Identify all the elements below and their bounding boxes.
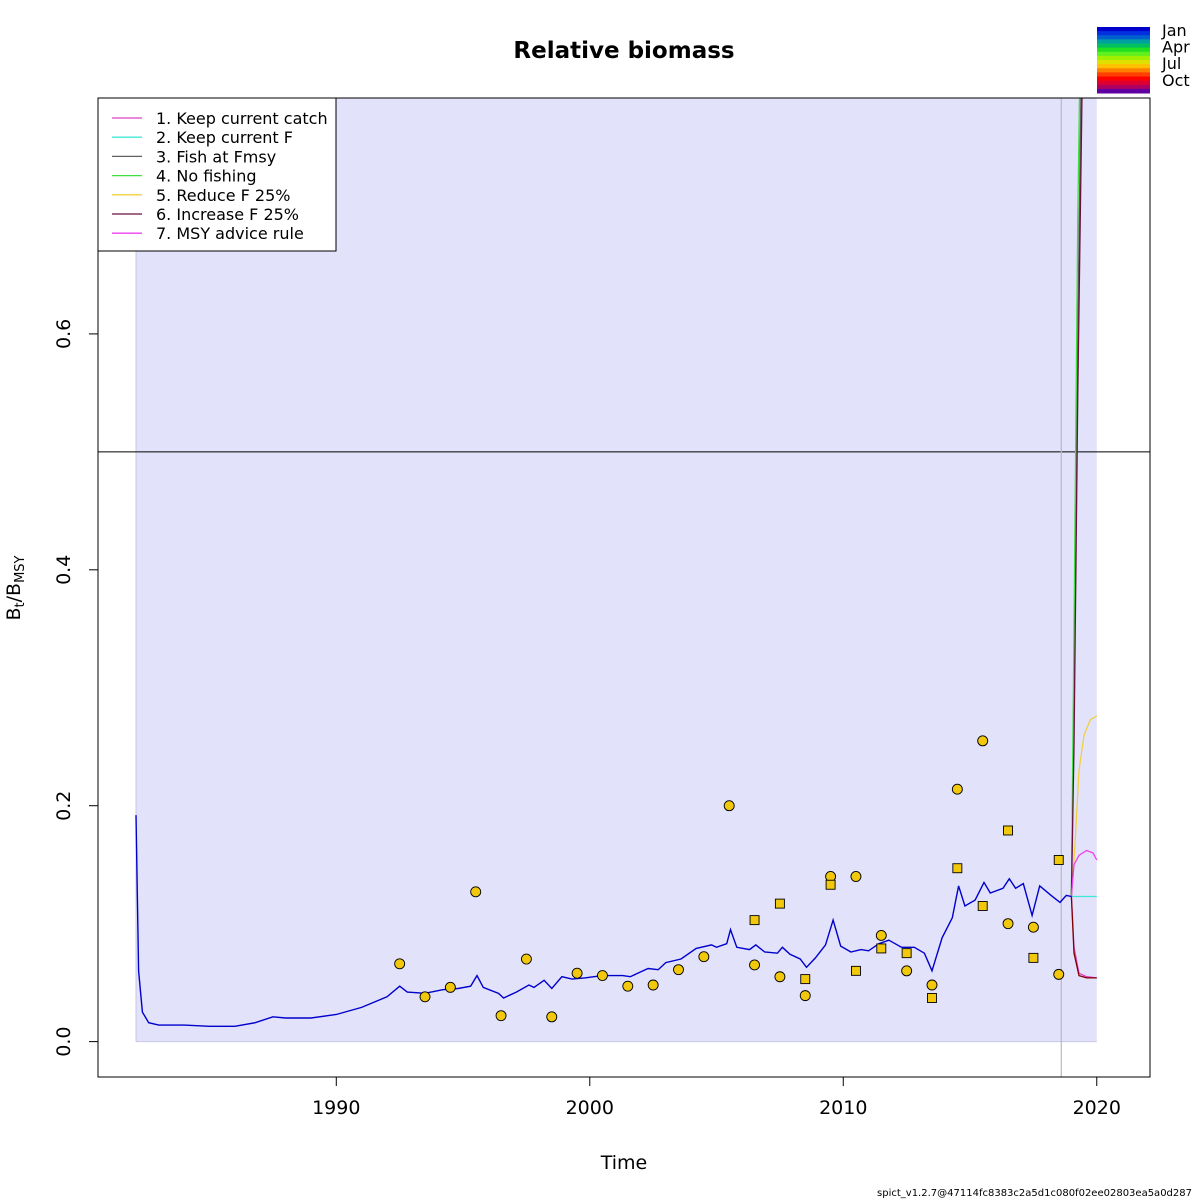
index-circle-point — [647, 979, 659, 991]
forecast-line-5 — [1070, 715, 1098, 897]
legend-label: 3. Fish at Fmsy — [156, 147, 276, 166]
index-circle-point — [951, 783, 963, 795]
y-label-sub2: MSY — [13, 555, 28, 582]
index-points — [394, 735, 1065, 1023]
index-square-point — [800, 974, 811, 985]
season-color-swatch — [1097, 27, 1150, 32]
x-tick-label: 2020 — [1073, 1097, 1121, 1119]
season-label: Apr — [1162, 38, 1190, 57]
index-square-point — [1028, 952, 1039, 963]
index-circle-point — [698, 951, 710, 963]
season-label: Jan — [1161, 21, 1187, 40]
index-circle-point — [977, 735, 989, 747]
season-color-swatch — [1097, 76, 1150, 82]
index-circle-point — [850, 871, 862, 882]
season-color-swatch — [1097, 39, 1150, 44]
season-label: Jul — [1161, 54, 1181, 73]
legend-label: 2. Keep current F — [156, 128, 293, 147]
y-tick-label: 0.0 — [53, 1027, 75, 1057]
forecast-lines — [1070, 98, 1098, 979]
index-square-point — [850, 965, 861, 976]
index-square-point — [825, 879, 836, 890]
index-circle-point — [546, 1011, 558, 1023]
index-circle-point — [394, 958, 406, 970]
x-axis: 1990 2000 2010 2020 — [312, 1076, 1121, 1119]
season-color-swatch — [1097, 88, 1150, 94]
forecast-line-6 — [1070, 98, 1083, 897]
index-square-point — [1003, 825, 1013, 836]
index-square-point — [749, 915, 760, 926]
season-color-swatch — [1097, 51, 1150, 57]
index-circle-point — [520, 953, 532, 965]
season-label: Oct — [1162, 71, 1190, 90]
index-circle-point — [597, 970, 608, 982]
y-label-sep: /B — [3, 583, 25, 602]
index-square-point — [977, 901, 988, 911]
index-circle-point — [901, 965, 913, 977]
chart-title: Relative biomass — [513, 38, 734, 64]
y-axis: 0.0 0.2 0.4 0.6 — [53, 319, 99, 1057]
y-label-sub1: t — [13, 602, 28, 607]
index-circle-point — [749, 959, 760, 971]
y-tick-label: 0.4 — [53, 555, 75, 585]
legend-label: 5. Reduce F 25% — [156, 186, 290, 205]
x-tick-label: 1990 — [312, 1097, 360, 1119]
index-circle-point — [571, 967, 583, 979]
index-square-point — [927, 993, 937, 1003]
x-tick-label: 2010 — [819, 1097, 867, 1119]
index-square-point — [876, 943, 887, 954]
x-tick-label: 2000 — [566, 1097, 614, 1119]
index-circle-point — [799, 990, 811, 1002]
legend-label: 6. Increase F 25% — [156, 205, 299, 224]
legend-label: 4. No fishing — [156, 167, 257, 186]
index-square-point — [774, 898, 785, 909]
index-circle-point — [673, 964, 684, 976]
y-tick-label: 0.2 — [53, 791, 75, 821]
season-color-swatch — [1097, 43, 1150, 49]
x-axis-label: Time — [600, 1152, 648, 1174]
index-circle-point — [774, 971, 786, 983]
index-circle-point — [419, 991, 431, 1003]
index-square-point — [1053, 855, 1064, 865]
season-color-swatch — [1097, 31, 1150, 36]
index-circle-point — [495, 1010, 507, 1022]
season-color-swatch — [1097, 47, 1150, 53]
confidence-band — [136, 98, 1097, 1042]
legend-label: 7. MSY advice rule — [156, 224, 304, 243]
season-color-swatch — [1097, 84, 1150, 90]
index-circle-point — [1002, 918, 1014, 930]
index-circle-point — [444, 981, 456, 993]
forecast-line-4 — [1070, 98, 1081, 897]
index-circle-point — [622, 980, 634, 992]
forecast-line-7 — [1070, 849, 1098, 897]
y-axis-label: Bt/BMSY — [3, 555, 28, 620]
index-square-point — [952, 863, 963, 874]
season-color-swatch — [1097, 80, 1150, 86]
season-color-swatch — [1097, 55, 1150, 61]
index-circle-point — [1027, 921, 1039, 933]
legend-box — [97, 97, 337, 252]
index-circle-point — [926, 979, 938, 991]
y-tick-label: 0.6 — [53, 319, 75, 349]
index-square-point — [901, 948, 912, 959]
index-circle-point — [723, 800, 735, 812]
index-circle-point — [470, 886, 482, 898]
season-color-swatch — [1097, 72, 1150, 77]
index-circle-point — [875, 930, 887, 941]
biomass-estimate-line — [135, 815, 1072, 1028]
index-circle-point — [1053, 968, 1065, 980]
legend-label: 1. Keep current catch — [156, 109, 328, 128]
season-color-swatch — [1097, 60, 1150, 65]
footer-version: spict_v1.2.7@47114fc8383c2a5d1c080f02ee0… — [877, 1188, 1192, 1199]
season-color-swatch — [1097, 35, 1150, 40]
forecast-line-extra — [1070, 896, 1097, 979]
y-label-main: B — [3, 607, 25, 620]
season-color-swatch — [1097, 68, 1150, 73]
season-color-swatch — [1097, 64, 1150, 69]
